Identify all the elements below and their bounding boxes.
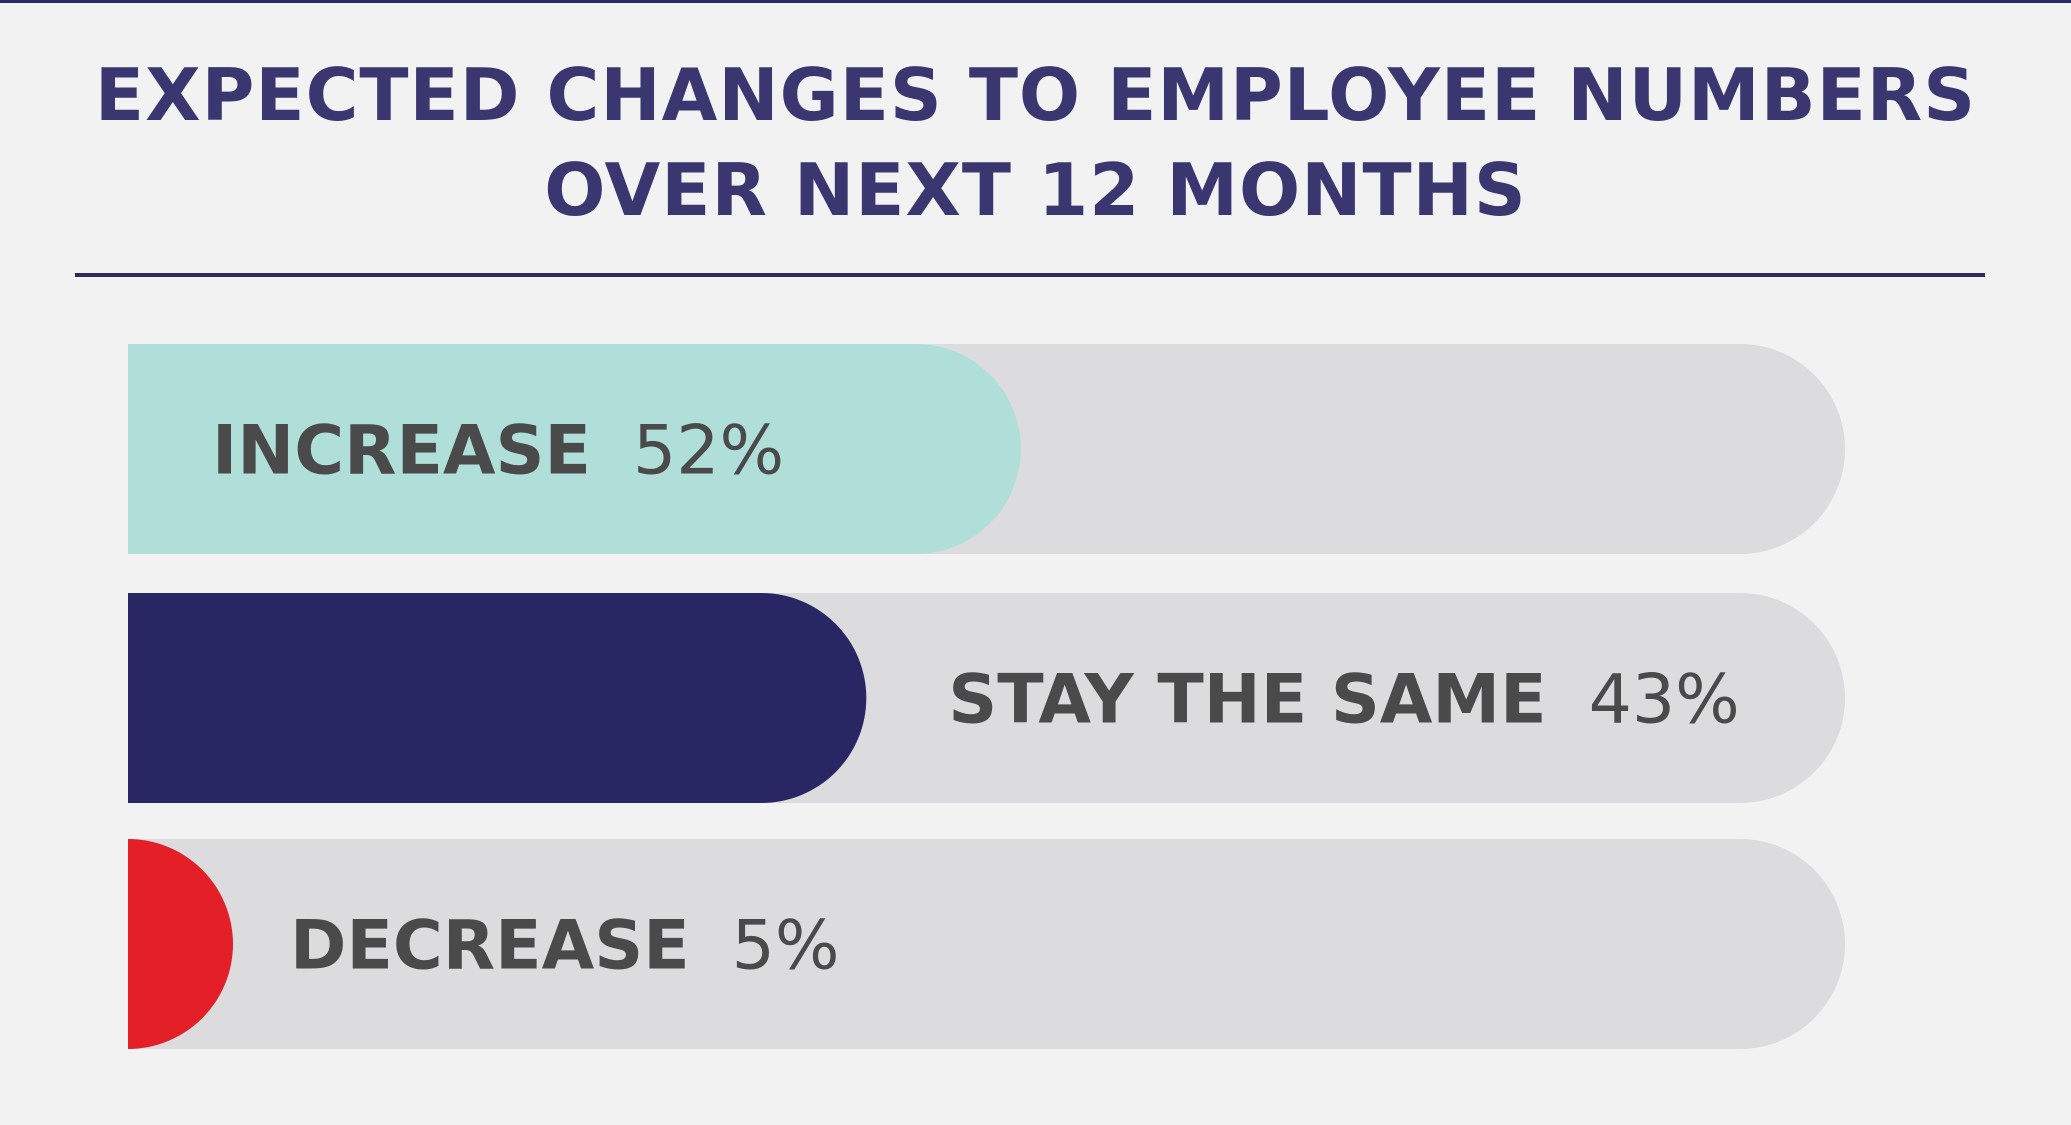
title-divider bbox=[75, 273, 1985, 277]
category-label-decrease: DECREASE bbox=[290, 906, 690, 985]
bar-increase bbox=[128, 344, 1021, 554]
bar-label-increase: INCREASE 52% bbox=[212, 411, 784, 490]
bar-track-decrease bbox=[128, 839, 1845, 1049]
bar-decrease bbox=[128, 839, 233, 1049]
category-label-stay-the-same: STAY THE SAME bbox=[948, 660, 1546, 739]
chart-title: EXPECTED CHANGES TO EMPLOYEE NUMBERS OVE… bbox=[0, 48, 2071, 238]
top-rule bbox=[0, 0, 2071, 3]
chart-title-line-2: OVER NEXT 12 MONTHS bbox=[544, 148, 1527, 232]
value-label-decrease: 5% bbox=[732, 906, 840, 985]
bar-stay-the-same bbox=[128, 593, 867, 803]
bar-label-decrease: DECREASE 5% bbox=[290, 906, 840, 985]
value-label-increase: 52% bbox=[633, 411, 784, 490]
bar-label-stay-the-same: STAY THE SAME 43% bbox=[948, 660, 1739, 739]
category-label-increase: INCREASE bbox=[212, 411, 591, 490]
value-label-stay-the-same: 43% bbox=[1589, 660, 1740, 739]
chart-title-line-1: EXPECTED CHANGES TO EMPLOYEE NUMBERS bbox=[94, 53, 1977, 137]
